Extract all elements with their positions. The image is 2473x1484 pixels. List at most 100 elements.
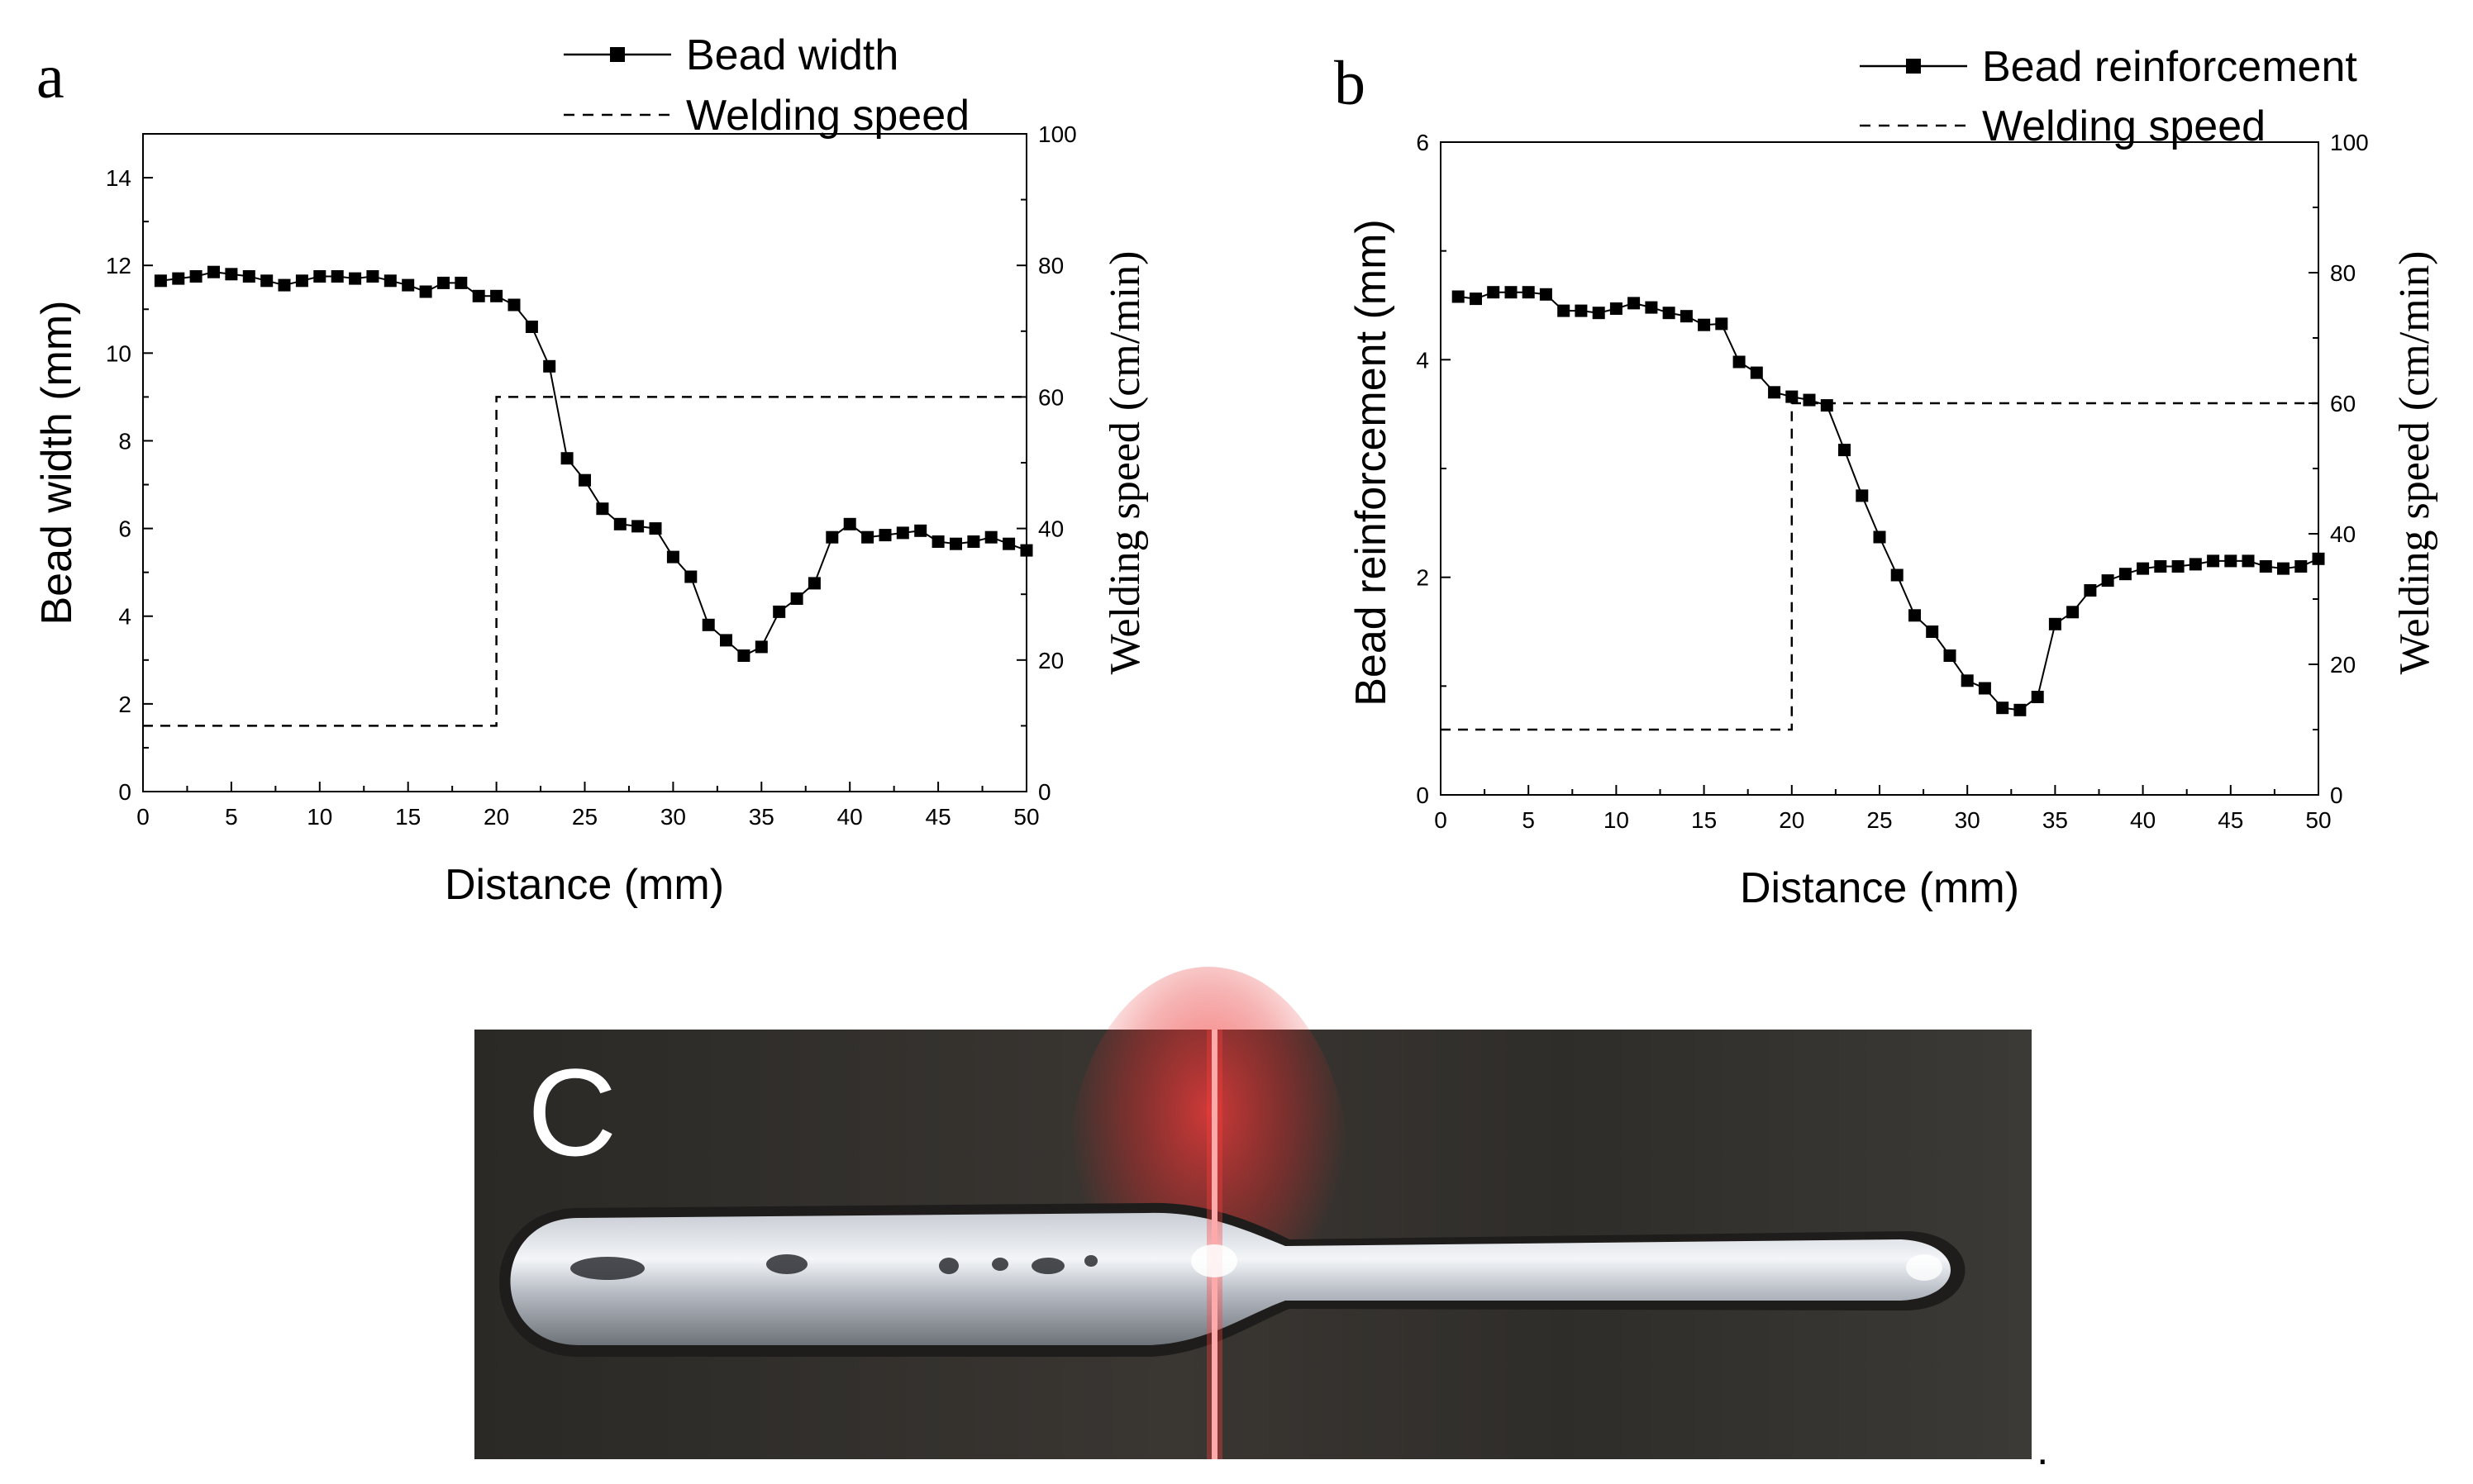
data-point-bead-width — [613, 517, 627, 530]
data-point-bead-width — [702, 618, 715, 631]
panel-a-left-y-axis: 0 2 4 6 8 10 12 14 — [106, 133, 153, 805]
data-point-bead-width — [525, 321, 538, 333]
x-tick-label: 15 — [395, 804, 421, 830]
data-point-bead-reinforcement — [1680, 310, 1693, 323]
data-point-bead-width — [331, 270, 344, 283]
x-tick-label: 20 — [1779, 807, 1804, 833]
data-point-bead-reinforcement — [1557, 304, 1570, 317]
bead-end-highlight — [1906, 1254, 1942, 1281]
data-point-bead-reinforcement — [1873, 530, 1886, 544]
data-point-bead-reinforcement — [1592, 307, 1605, 320]
data-point-bead-width — [313, 270, 326, 283]
y2-tick-label: 80 — [2330, 260, 2356, 286]
y-tick-label: 6 — [1416, 130, 1429, 155]
data-point-bead-reinforcement — [2294, 560, 2308, 573]
data-point-bead-width — [967, 535, 980, 548]
data-point-bead-reinforcement — [1943, 649, 1956, 662]
panel-a-x-axis: 0 5 10 15 20 25 30 35 40 45 50 — [136, 782, 1040, 830]
laser-line-halo — [1207, 1030, 1222, 1459]
data-point-bead-width — [154, 274, 167, 288]
panel-a-legend-label-bead-width: Bead width — [686, 31, 898, 79]
data-point-bead-reinforcement — [2154, 560, 2167, 573]
data-point-bead-width — [507, 298, 521, 312]
data-point-bead-reinforcement — [1750, 366, 1763, 379]
y2-tick-label: 40 — [1038, 516, 1064, 542]
data-point-bead-width — [579, 473, 591, 487]
x-tick-label: 45 — [2218, 807, 2243, 833]
panel-b-series — [1441, 286, 2325, 731]
y2-tick-label: 20 — [2330, 652, 2356, 678]
panel-a-right-y-axis: 0 20 40 60 80 100 — [1017, 121, 1077, 805]
panel-a-legend: Bead width Welding speed — [564, 31, 970, 140]
data-point-bead-reinforcement — [1732, 355, 1746, 369]
data-point-bead-width — [755, 640, 768, 654]
data-point-bead-reinforcement — [1609, 302, 1622, 315]
data-point-bead-reinforcement — [1961, 674, 1974, 687]
data-point-bead-reinforcement — [1575, 304, 1588, 317]
data-point-bead-width — [879, 529, 892, 542]
x-tick-label: 0 — [136, 804, 150, 830]
y-tick-label: 0 — [118, 779, 131, 805]
data-point-bead-width — [366, 270, 379, 283]
y-tick-label: 12 — [106, 253, 131, 278]
laser-hotspot — [1191, 1244, 1237, 1277]
data-point-bead-width — [790, 592, 803, 605]
data-point-bead-width — [278, 278, 291, 292]
data-point-bead-width — [349, 272, 362, 285]
data-point-bead-reinforcement — [1768, 386, 1781, 399]
data-point-bead-width — [861, 530, 874, 544]
data-point-bead-reinforcement — [1627, 297, 1641, 310]
photo-label: C — [527, 1043, 617, 1182]
weld-bead — [510, 1212, 1951, 1345]
data-point-bead-width — [419, 285, 432, 298]
data-point-bead-width — [225, 268, 238, 281]
data-point-bead-reinforcement — [2013, 703, 2027, 716]
panel-b-legend: Bead reinforcement Welding speed — [1860, 43, 2357, 150]
y-tick-label: 2 — [1416, 565, 1429, 591]
data-point-bead-width — [631, 520, 645, 533]
panel-a-y2-axis-title: Welding speed (cm/min) — [1102, 251, 1149, 675]
data-point-bead-reinforcement — [1785, 390, 1799, 403]
data-point-bead-reinforcement — [2277, 562, 2290, 575]
data-point-bead-reinforcement — [1996, 702, 2009, 715]
panel-b-letter: b — [1334, 49, 1365, 118]
data-point-bead-reinforcement — [1662, 307, 1675, 320]
data-point-bead-reinforcement — [2137, 562, 2150, 575]
data-point-bead-reinforcement — [1698, 318, 1711, 331]
y-tick-label: 10 — [106, 340, 131, 366]
panel-a-series — [143, 265, 1033, 727]
x-tick-label: 5 — [225, 804, 238, 830]
y2-tick-label: 40 — [2330, 521, 2356, 547]
panel-b-right-y-axis: 0 20 40 60 80 100 — [2309, 130, 2369, 808]
data-point-bead-width — [826, 530, 839, 544]
bead-spot — [992, 1258, 1008, 1271]
data-point-bead-reinforcement — [1522, 286, 1535, 299]
data-point-bead-width — [472, 289, 485, 302]
data-point-bead-reinforcement — [1470, 293, 1482, 306]
y2-tick-label: 60 — [1038, 384, 1064, 410]
data-point-bead-reinforcement — [1504, 286, 1518, 299]
x-tick-label: 20 — [484, 804, 509, 830]
panel-a-x-axis-title: Distance (mm) — [445, 861, 724, 909]
data-point-bead-reinforcement — [1803, 393, 1816, 407]
data-point-bead-reinforcement — [2171, 560, 2185, 573]
data-point-bead-width — [932, 535, 945, 548]
data-point-bead-reinforcement — [2312, 552, 2325, 565]
data-point-bead-reinforcement — [1978, 682, 1991, 695]
data-point-bead-width — [737, 649, 750, 662]
data-point-bead-reinforcement — [2242, 554, 2255, 568]
data-point-bead-width — [1020, 544, 1033, 557]
data-point-bead-width — [596, 502, 609, 516]
data-point-bead-width — [543, 359, 556, 373]
data-point-bead-width — [1003, 537, 1016, 550]
bead-spot — [766, 1254, 808, 1274]
panel-b-legend-marker-bead-reinforcement — [1906, 59, 1921, 74]
data-point-bead-width — [242, 270, 255, 283]
series-line-welding-speed — [143, 396, 1027, 727]
data-point-bead-reinforcement — [1926, 625, 1939, 638]
x-tick-label: 25 — [572, 804, 598, 830]
data-point-bead-width — [402, 278, 415, 292]
data-point-bead-width — [666, 550, 679, 564]
data-point-bead-width — [896, 526, 909, 540]
y2-tick-label: 100 — [2330, 130, 2369, 155]
